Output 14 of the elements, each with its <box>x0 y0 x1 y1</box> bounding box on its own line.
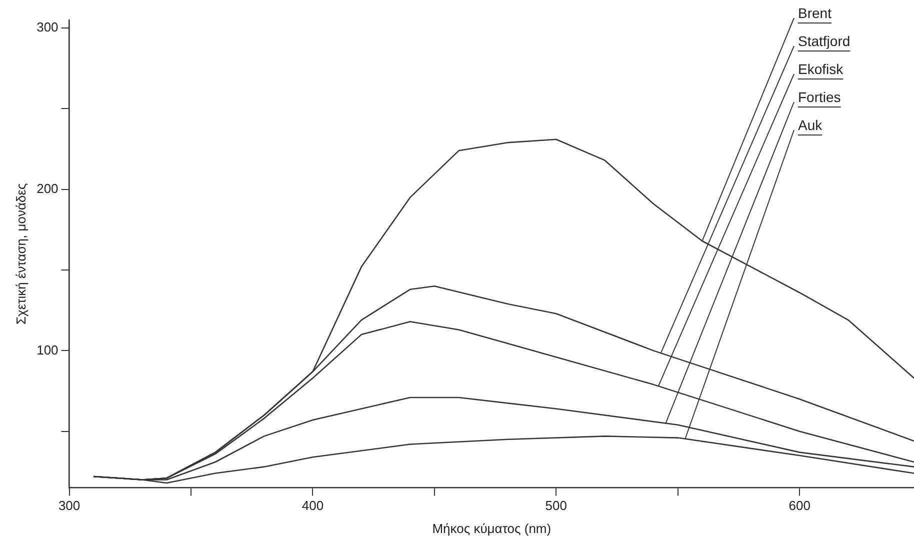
x-tick-label: 600 <box>788 498 810 514</box>
y-tick-label: 200 <box>36 180 58 196</box>
legend-label: Statfjord <box>798 32 850 49</box>
x-tick-label: 500 <box>545 498 568 514</box>
legend-label: Auk <box>798 116 824 133</box>
y-tick-label: 100 <box>36 342 58 358</box>
y-axis-title: Σχετική ένταση, μονάδες <box>13 183 28 325</box>
legend-label: Ekofisk <box>798 60 844 77</box>
x-tick-label: 300 <box>58 498 80 514</box>
x-tick-label: 400 <box>302 498 324 514</box>
legend-label: Forties <box>798 88 841 105</box>
y-tick-label: 300 <box>36 20 58 35</box>
text: Brent <box>798 4 832 21</box>
x-axis-title: Μήκος κύματος (nm) <box>432 520 552 536</box>
